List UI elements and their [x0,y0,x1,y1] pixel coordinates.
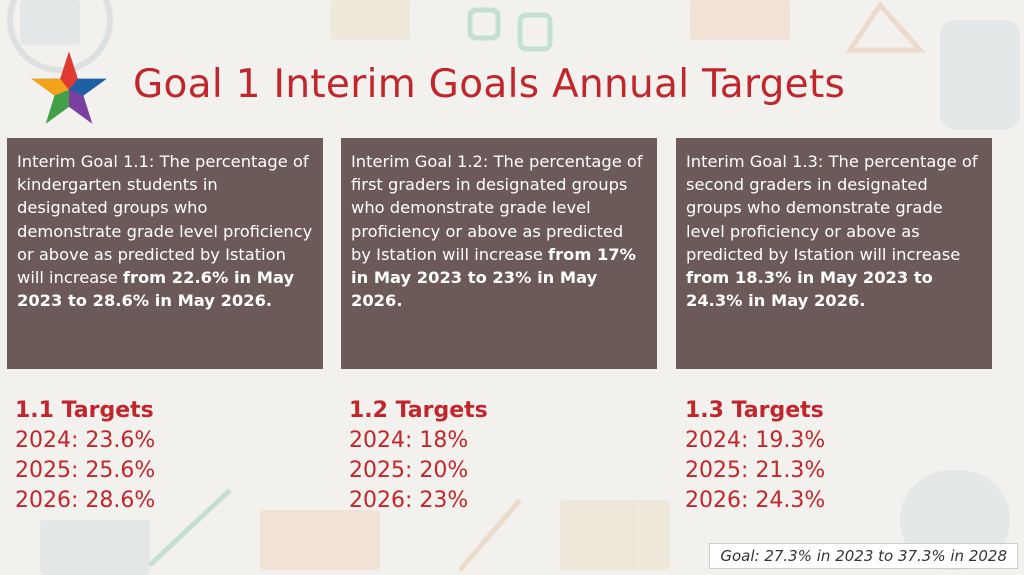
target-line: 2025: 20% [349,458,469,483]
page-title: Goal 1 Interim Goals Annual Targets [133,62,846,107]
interim-goal-bold-text: from 18.3% in May 2023 to 24.3% in May 2… [686,268,933,311]
goal-note: Goal: 27.3% in 2023 to 37.3% in 2028 [709,543,1018,569]
targets-1-2: 1.2 Targets 2024: 18% 2025: 20% 2026: 23… [349,396,488,516]
target-line: 2026: 28.6% [15,488,156,513]
star-logo-icon [31,51,107,124]
target-line: 2024: 19.3% [685,428,826,453]
interim-goal-text: Interim Goal 1.3: The percentage of seco… [686,152,978,264]
targets-heading: 1.1 Targets [15,398,154,423]
interim-goal-bold-text: from 17% in May 2023 to 23% in May 2026. [351,244,636,311]
targets-1-3: 1.3 Targets 2024: 19.3% 2025: 21.3% 2026… [685,396,825,516]
target-line: 2026: 24.3% [685,488,826,513]
targets-1-1: 1.1 Targets 2024: 23.6% 2025: 25.6% 2026… [15,396,155,516]
targets-heading: 1.3 Targets [685,398,824,423]
interim-goal-1-1-box: Interim Goal 1.1: The percentage of kind… [7,138,323,369]
interim-goal-1-3-box: Interim Goal 1.3: The percentage of seco… [676,138,992,369]
interim-goal-text: Interim Goal 1.1: The percentage of kind… [17,152,313,288]
target-line: 2024: 18% [349,428,469,453]
targets-heading: 1.2 Targets [349,398,488,423]
target-line: 2025: 25.6% [15,458,156,483]
interim-goal-1-2-box: Interim Goal 1.2: The percentage of firs… [341,138,657,369]
interim-goal-bold-text: from 22.6% in May 2023 to 28.6% in May 2… [17,268,295,311]
target-line: 2026: 23% [349,488,469,513]
interim-goal-text: Interim Goal 1.2: The percentage of firs… [351,152,643,264]
target-line: 2024: 23.6% [15,428,156,453]
target-line: 2025: 21.3% [685,458,826,483]
